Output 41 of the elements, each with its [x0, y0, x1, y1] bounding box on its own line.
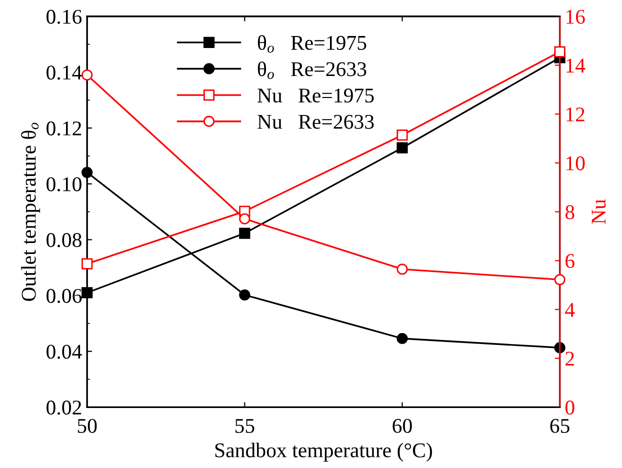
- y-tick-label: 0.16: [46, 10, 82, 24]
- legend-label: Nu Re=1975: [258, 88, 374, 103]
- point: [396, 142, 408, 154]
- point: [239, 213, 250, 224]
- point: [554, 46, 566, 58]
- y-tick-label: 0.02: [46, 400, 82, 415]
- legend-label: θ$_{o}$ Re=1975: [258, 35, 366, 53]
- x-tick-label: 55: [235, 419, 254, 433]
- point: [396, 332, 408, 344]
- y2-axis-title: Nu: [592, 199, 606, 224]
- y2-tick-label: 10: [566, 156, 585, 170]
- point: [82, 166, 93, 178]
- y-axis-title: Outlet temperature θ$_{o}$: [21, 122, 40, 301]
- point: [396, 264, 408, 275]
- y-tick-label: 0.12: [46, 121, 82, 136]
- y2-tick-label: 16: [566, 10, 585, 24]
- y2-tick-label: 14: [566, 58, 586, 72]
- x-tick-label: 50: [78, 418, 97, 433]
- y2-tick-label: 0: [565, 400, 574, 415]
- point: [82, 258, 93, 270]
- point: [82, 69, 93, 81]
- point: [239, 289, 250, 301]
- y-tick-label: 0.10: [46, 177, 82, 192]
- y-tick-label: 0.06: [46, 288, 82, 304]
- y2-tick-label: 8: [565, 205, 574, 220]
- point: [239, 228, 250, 239]
- y2-tick-label: 6: [566, 254, 574, 268]
- y2-tick-label: 12: [566, 108, 584, 122]
- y-tick-label: 0.14: [46, 66, 82, 80]
- y-tick-label: 0.04: [46, 344, 82, 359]
- y-tick-label: 0.08: [46, 233, 82, 248]
- legend-label: θ$_{o}$ Re=2633: [258, 61, 366, 80]
- y2-tick-label: 4: [565, 302, 575, 317]
- point: [554, 274, 566, 286]
- x-axis-title: Sandbox temperature (°C): [215, 442, 432, 462]
- point: [396, 130, 408, 141]
- point: [82, 287, 93, 298]
- y2-tick-label: 2: [566, 352, 574, 366]
- x-tick-label: 65: [550, 418, 570, 433]
- legend-label: Nu Re=2633: [258, 114, 374, 129]
- x-tick-label: 60: [392, 418, 412, 433]
